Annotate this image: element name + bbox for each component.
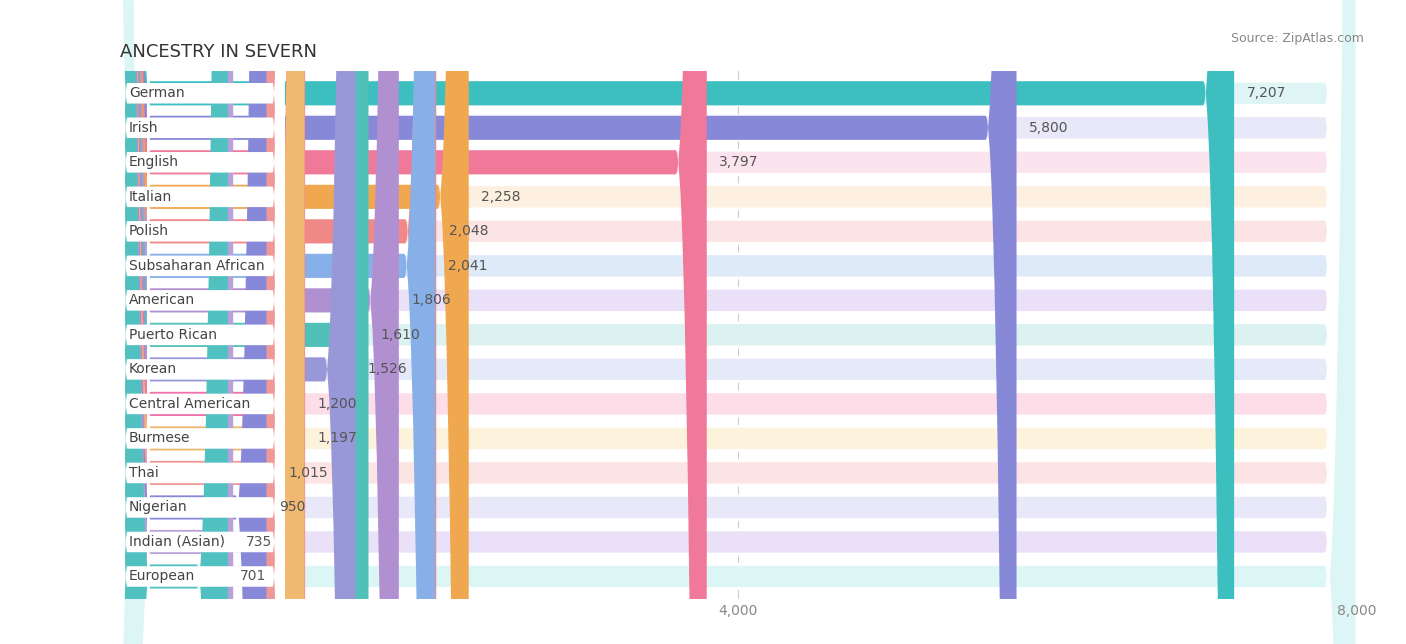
FancyBboxPatch shape — [120, 0, 305, 644]
FancyBboxPatch shape — [115, 0, 285, 644]
Text: Source: ZipAtlas.com: Source: ZipAtlas.com — [1230, 32, 1364, 45]
Text: Central American: Central American — [129, 397, 250, 411]
FancyBboxPatch shape — [120, 0, 1357, 644]
Text: 5,800: 5,800 — [1029, 121, 1069, 135]
Text: 1,200: 1,200 — [318, 397, 357, 411]
FancyBboxPatch shape — [115, 0, 285, 644]
FancyBboxPatch shape — [120, 0, 1357, 644]
FancyBboxPatch shape — [120, 0, 1357, 644]
FancyBboxPatch shape — [120, 0, 1357, 644]
FancyBboxPatch shape — [120, 0, 468, 644]
FancyBboxPatch shape — [120, 0, 1357, 644]
FancyBboxPatch shape — [115, 0, 285, 644]
Text: Puerto Rican: Puerto Rican — [129, 328, 217, 342]
FancyBboxPatch shape — [120, 0, 368, 644]
Text: 3,797: 3,797 — [718, 155, 759, 169]
Text: 950: 950 — [278, 500, 305, 515]
FancyBboxPatch shape — [120, 0, 1357, 644]
FancyBboxPatch shape — [120, 0, 1357, 644]
Text: 2,258: 2,258 — [481, 190, 520, 204]
Text: Irish: Irish — [129, 121, 159, 135]
FancyBboxPatch shape — [115, 0, 285, 644]
FancyBboxPatch shape — [115, 0, 285, 644]
FancyBboxPatch shape — [120, 0, 233, 644]
FancyBboxPatch shape — [120, 0, 1357, 644]
Text: American: American — [129, 294, 195, 307]
FancyBboxPatch shape — [120, 0, 1357, 644]
FancyBboxPatch shape — [120, 0, 267, 644]
Text: 735: 735 — [246, 535, 271, 549]
FancyBboxPatch shape — [120, 0, 1357, 644]
FancyBboxPatch shape — [120, 0, 1357, 644]
FancyBboxPatch shape — [120, 0, 1357, 644]
FancyBboxPatch shape — [115, 0, 285, 644]
FancyBboxPatch shape — [120, 0, 1234, 644]
FancyBboxPatch shape — [120, 0, 305, 644]
Text: Subsaharan African: Subsaharan African — [129, 259, 264, 273]
FancyBboxPatch shape — [115, 0, 285, 644]
Text: Polish: Polish — [129, 224, 169, 238]
FancyBboxPatch shape — [120, 0, 228, 644]
FancyBboxPatch shape — [120, 0, 399, 644]
FancyBboxPatch shape — [115, 0, 285, 644]
Text: 1,610: 1,610 — [381, 328, 420, 342]
FancyBboxPatch shape — [120, 0, 277, 644]
Text: 1,526: 1,526 — [368, 363, 408, 376]
Text: 1,015: 1,015 — [288, 466, 329, 480]
FancyBboxPatch shape — [115, 0, 285, 644]
Text: ANCESTRY IN SEVERN: ANCESTRY IN SEVERN — [120, 43, 316, 61]
FancyBboxPatch shape — [120, 0, 1357, 644]
Text: 1,197: 1,197 — [316, 431, 357, 446]
Text: 7,207: 7,207 — [1247, 86, 1286, 100]
Text: European: European — [129, 569, 195, 583]
FancyBboxPatch shape — [120, 0, 436, 644]
Text: Italian: Italian — [129, 190, 172, 204]
FancyBboxPatch shape — [120, 0, 1357, 644]
FancyBboxPatch shape — [115, 0, 285, 644]
Text: Thai: Thai — [129, 466, 159, 480]
Text: Korean: Korean — [129, 363, 177, 376]
FancyBboxPatch shape — [115, 0, 285, 644]
FancyBboxPatch shape — [120, 0, 1357, 644]
FancyBboxPatch shape — [120, 0, 707, 644]
FancyBboxPatch shape — [120, 0, 1017, 644]
FancyBboxPatch shape — [120, 0, 356, 644]
Text: 2,041: 2,041 — [447, 259, 486, 273]
Text: English: English — [129, 155, 179, 169]
FancyBboxPatch shape — [115, 0, 285, 644]
FancyBboxPatch shape — [115, 0, 285, 644]
Text: 1,806: 1,806 — [411, 294, 451, 307]
Text: Nigerian: Nigerian — [129, 500, 187, 515]
FancyBboxPatch shape — [115, 0, 285, 644]
Text: 701: 701 — [240, 569, 267, 583]
Text: Burmese: Burmese — [129, 431, 190, 446]
FancyBboxPatch shape — [120, 0, 436, 644]
Text: Indian (Asian): Indian (Asian) — [129, 535, 225, 549]
FancyBboxPatch shape — [115, 0, 285, 644]
Text: 2,048: 2,048 — [449, 224, 488, 238]
Text: German: German — [129, 86, 184, 100]
